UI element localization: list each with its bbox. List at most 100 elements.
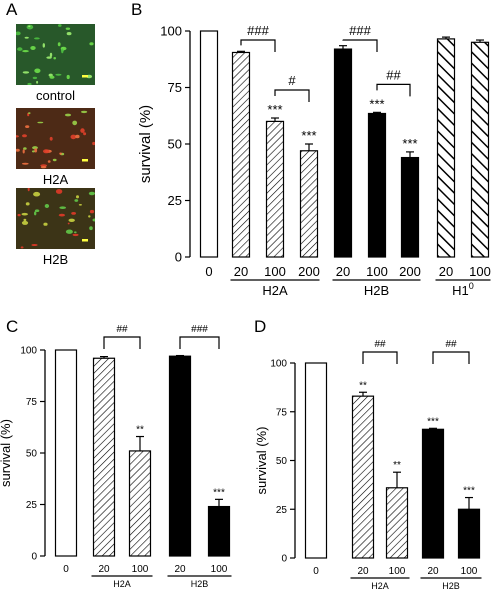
micrograph-cells <box>17 188 95 249</box>
x-tick-label: 100 <box>461 566 478 577</box>
cell <box>89 226 93 231</box>
cell <box>55 73 62 76</box>
significance-bracket <box>103 336 141 349</box>
cell <box>22 50 29 53</box>
cell <box>34 68 41 74</box>
micrograph-cells <box>16 110 95 169</box>
bracket-label: ### <box>247 23 269 38</box>
cell <box>20 246 24 249</box>
y-tick-label: 0 <box>281 554 287 565</box>
cell <box>23 218 27 222</box>
cell <box>76 195 79 199</box>
cell <box>34 148 38 153</box>
cell <box>16 148 20 152</box>
micrograph-control <box>16 24 95 85</box>
significance-star: *** <box>267 102 282 117</box>
significance-bracket <box>342 39 378 52</box>
significance-star: *** <box>213 487 225 498</box>
cell <box>40 164 47 167</box>
y-axis-label: survival (%) <box>137 105 154 183</box>
cell <box>88 191 95 196</box>
y-tick-label: 75 <box>168 80 182 95</box>
cell <box>65 229 73 234</box>
micrograph-label-h2a: H2A <box>42 172 69 187</box>
cell <box>71 212 76 215</box>
micrograph-cells <box>16 24 94 85</box>
cell <box>89 209 95 214</box>
cell <box>67 222 70 225</box>
cell <box>23 147 27 150</box>
cell <box>75 134 80 139</box>
x-tick-label: 20 <box>336 264 350 279</box>
y-tick-label: 50 <box>276 456 288 467</box>
cell <box>59 206 66 209</box>
cell <box>44 204 50 208</box>
group-label: H2B <box>191 579 209 589</box>
x-tick-label: 20 <box>234 264 248 279</box>
y-tick-label: 100 <box>160 24 182 39</box>
panel-letter-d: D <box>254 317 267 336</box>
cell <box>58 24 62 27</box>
significance-star: ** <box>136 425 144 436</box>
y-tick-label: 0 <box>175 250 182 265</box>
panel-letter-a: A <box>6 0 18 19</box>
cell <box>65 27 71 30</box>
bar <box>457 508 481 559</box>
cell <box>66 32 72 36</box>
x-tick-label: 100 <box>211 564 228 575</box>
scale-bar <box>82 75 88 78</box>
x-tick-label: 20 <box>174 564 186 575</box>
significance-star: *** <box>463 486 475 497</box>
cell <box>17 213 21 217</box>
cell <box>70 134 77 140</box>
y-tick-label: 25 <box>276 505 288 516</box>
cell <box>32 150 35 153</box>
cell <box>80 128 85 133</box>
cell <box>16 31 21 36</box>
cell <box>22 134 27 138</box>
x-tick-label: 0 <box>313 566 319 577</box>
cell <box>22 71 30 74</box>
cell <box>17 47 23 51</box>
cell <box>34 209 40 212</box>
cell <box>53 57 56 60</box>
significance-bracket <box>240 39 276 52</box>
significance-bracket <box>274 89 310 103</box>
scale-bar <box>82 159 88 162</box>
cell <box>27 82 32 85</box>
cell <box>64 113 72 117</box>
cell <box>59 152 62 155</box>
cell <box>25 125 30 128</box>
x-tick-label: 100 <box>469 264 491 279</box>
cell <box>34 37 40 40</box>
significance-bracket <box>362 351 398 364</box>
significance-star: ** <box>393 460 401 471</box>
x-tick-label: 20 <box>98 564 110 575</box>
cell <box>33 191 41 197</box>
cell <box>49 52 53 58</box>
cell <box>66 74 70 80</box>
y-tick-label: 100 <box>270 359 287 370</box>
cell <box>57 42 61 47</box>
x-tick-label: 200 <box>399 264 421 279</box>
group-label: H2B <box>364 283 389 298</box>
cell <box>21 220 29 225</box>
cell <box>72 233 79 237</box>
group-label-superscript: 0 <box>469 281 474 291</box>
x-tick-label: 20 <box>427 566 439 577</box>
bar <box>351 395 375 559</box>
y-tick-label: 0 <box>31 552 37 563</box>
cell <box>43 149 50 154</box>
bar <box>199 30 219 258</box>
y-tick-label: 75 <box>276 407 288 418</box>
cell <box>26 24 34 30</box>
y-tick-label: 25 <box>26 500 38 511</box>
cell <box>37 121 44 124</box>
scale-bar <box>82 239 88 242</box>
cell <box>22 149 25 154</box>
panel-letter-c: C <box>6 317 19 336</box>
cell <box>30 46 36 50</box>
cell <box>74 199 79 202</box>
cell <box>28 112 31 114</box>
